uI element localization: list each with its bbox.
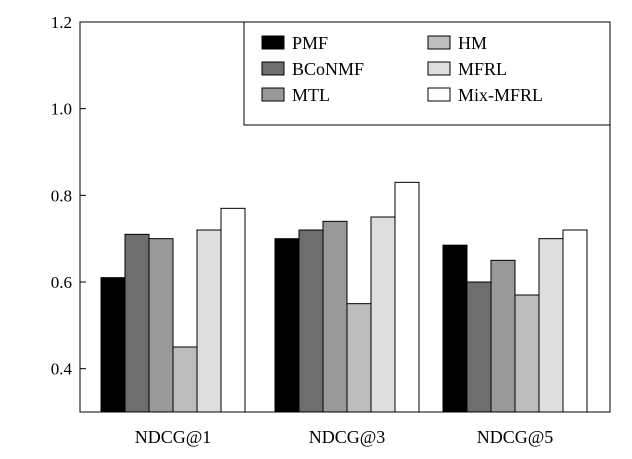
x-category-label: NDCG@3 — [309, 427, 386, 447]
legend: PMF BCoNMF MTL HM MFRL Mix-MFRL — [243, 21, 611, 126]
legend-label-mfrl: MFRL — [458, 59, 507, 79]
bar-mtl-2 — [490, 259, 516, 413]
legend-label-pmf: PMF — [292, 33, 328, 53]
legend-swatch-bconmf — [261, 61, 285, 76]
y-axis-ticks: 0.4 0.6 0.8 1.0 1.2 — [51, 13, 86, 379]
bar-mix-mfrl-2 — [562, 229, 588, 413]
legend-swatch-mix-mfrl — [427, 87, 451, 102]
bar-bconmf-0 — [124, 233, 150, 413]
legend-box — [243, 21, 611, 126]
bar-mix-mfrl-1 — [394, 181, 420, 413]
legend-swatch-pmf — [261, 35, 285, 50]
legend-label-mtl: MTL — [292, 85, 330, 105]
bar-mfrl-2 — [538, 238, 564, 413]
legend-label-mix-mfrl: Mix-MFRL — [458, 85, 543, 105]
bar-mfrl-1 — [370, 216, 396, 413]
bar-hm-1 — [346, 303, 372, 413]
y-tick-label: 1.2 — [51, 13, 72, 32]
y-tick-label: 0.8 — [51, 186, 72, 205]
bar-hm-0 — [172, 346, 198, 413]
y-tick-label: 0.4 — [51, 360, 73, 379]
bar-mfrl-0 — [196, 229, 222, 413]
x-category-label: NDCG@5 — [477, 427, 554, 447]
bar-bconmf-2 — [466, 281, 492, 413]
bars-group — [100, 181, 588, 413]
y-tick-label: 1.0 — [51, 100, 72, 119]
legend-label-hm: HM — [458, 33, 487, 53]
legend-swatch-mfrl — [427, 61, 451, 76]
bar-pmf-1 — [274, 238, 300, 413]
y-tick-label: 0.6 — [51, 273, 72, 292]
bar-bconmf-1 — [298, 229, 324, 413]
bar-mtl-1 — [322, 220, 348, 413]
bar-mtl-0 — [148, 238, 174, 413]
x-axis-categories: NDCG@1 NDCG@3 NDCG@5 — [135, 407, 554, 447]
x-category-label: NDCG@1 — [135, 427, 212, 447]
legend-label-bconmf: BCoNMF — [292, 59, 364, 79]
bar-mix-mfrl-0 — [220, 207, 246, 413]
bar-pmf-2 — [442, 244, 468, 413]
bar-pmf-0 — [100, 277, 126, 413]
legend-swatch-mtl — [261, 87, 285, 102]
legend-swatch-hm — [427, 35, 451, 50]
bar-hm-2 — [514, 294, 540, 413]
